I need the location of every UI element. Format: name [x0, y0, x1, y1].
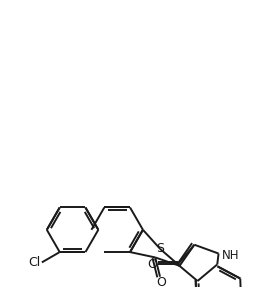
Text: O: O [147, 258, 157, 271]
Text: S: S [156, 242, 164, 255]
Text: Cl: Cl [28, 256, 40, 269]
Text: O: O [157, 276, 166, 289]
Text: NH: NH [222, 249, 239, 262]
